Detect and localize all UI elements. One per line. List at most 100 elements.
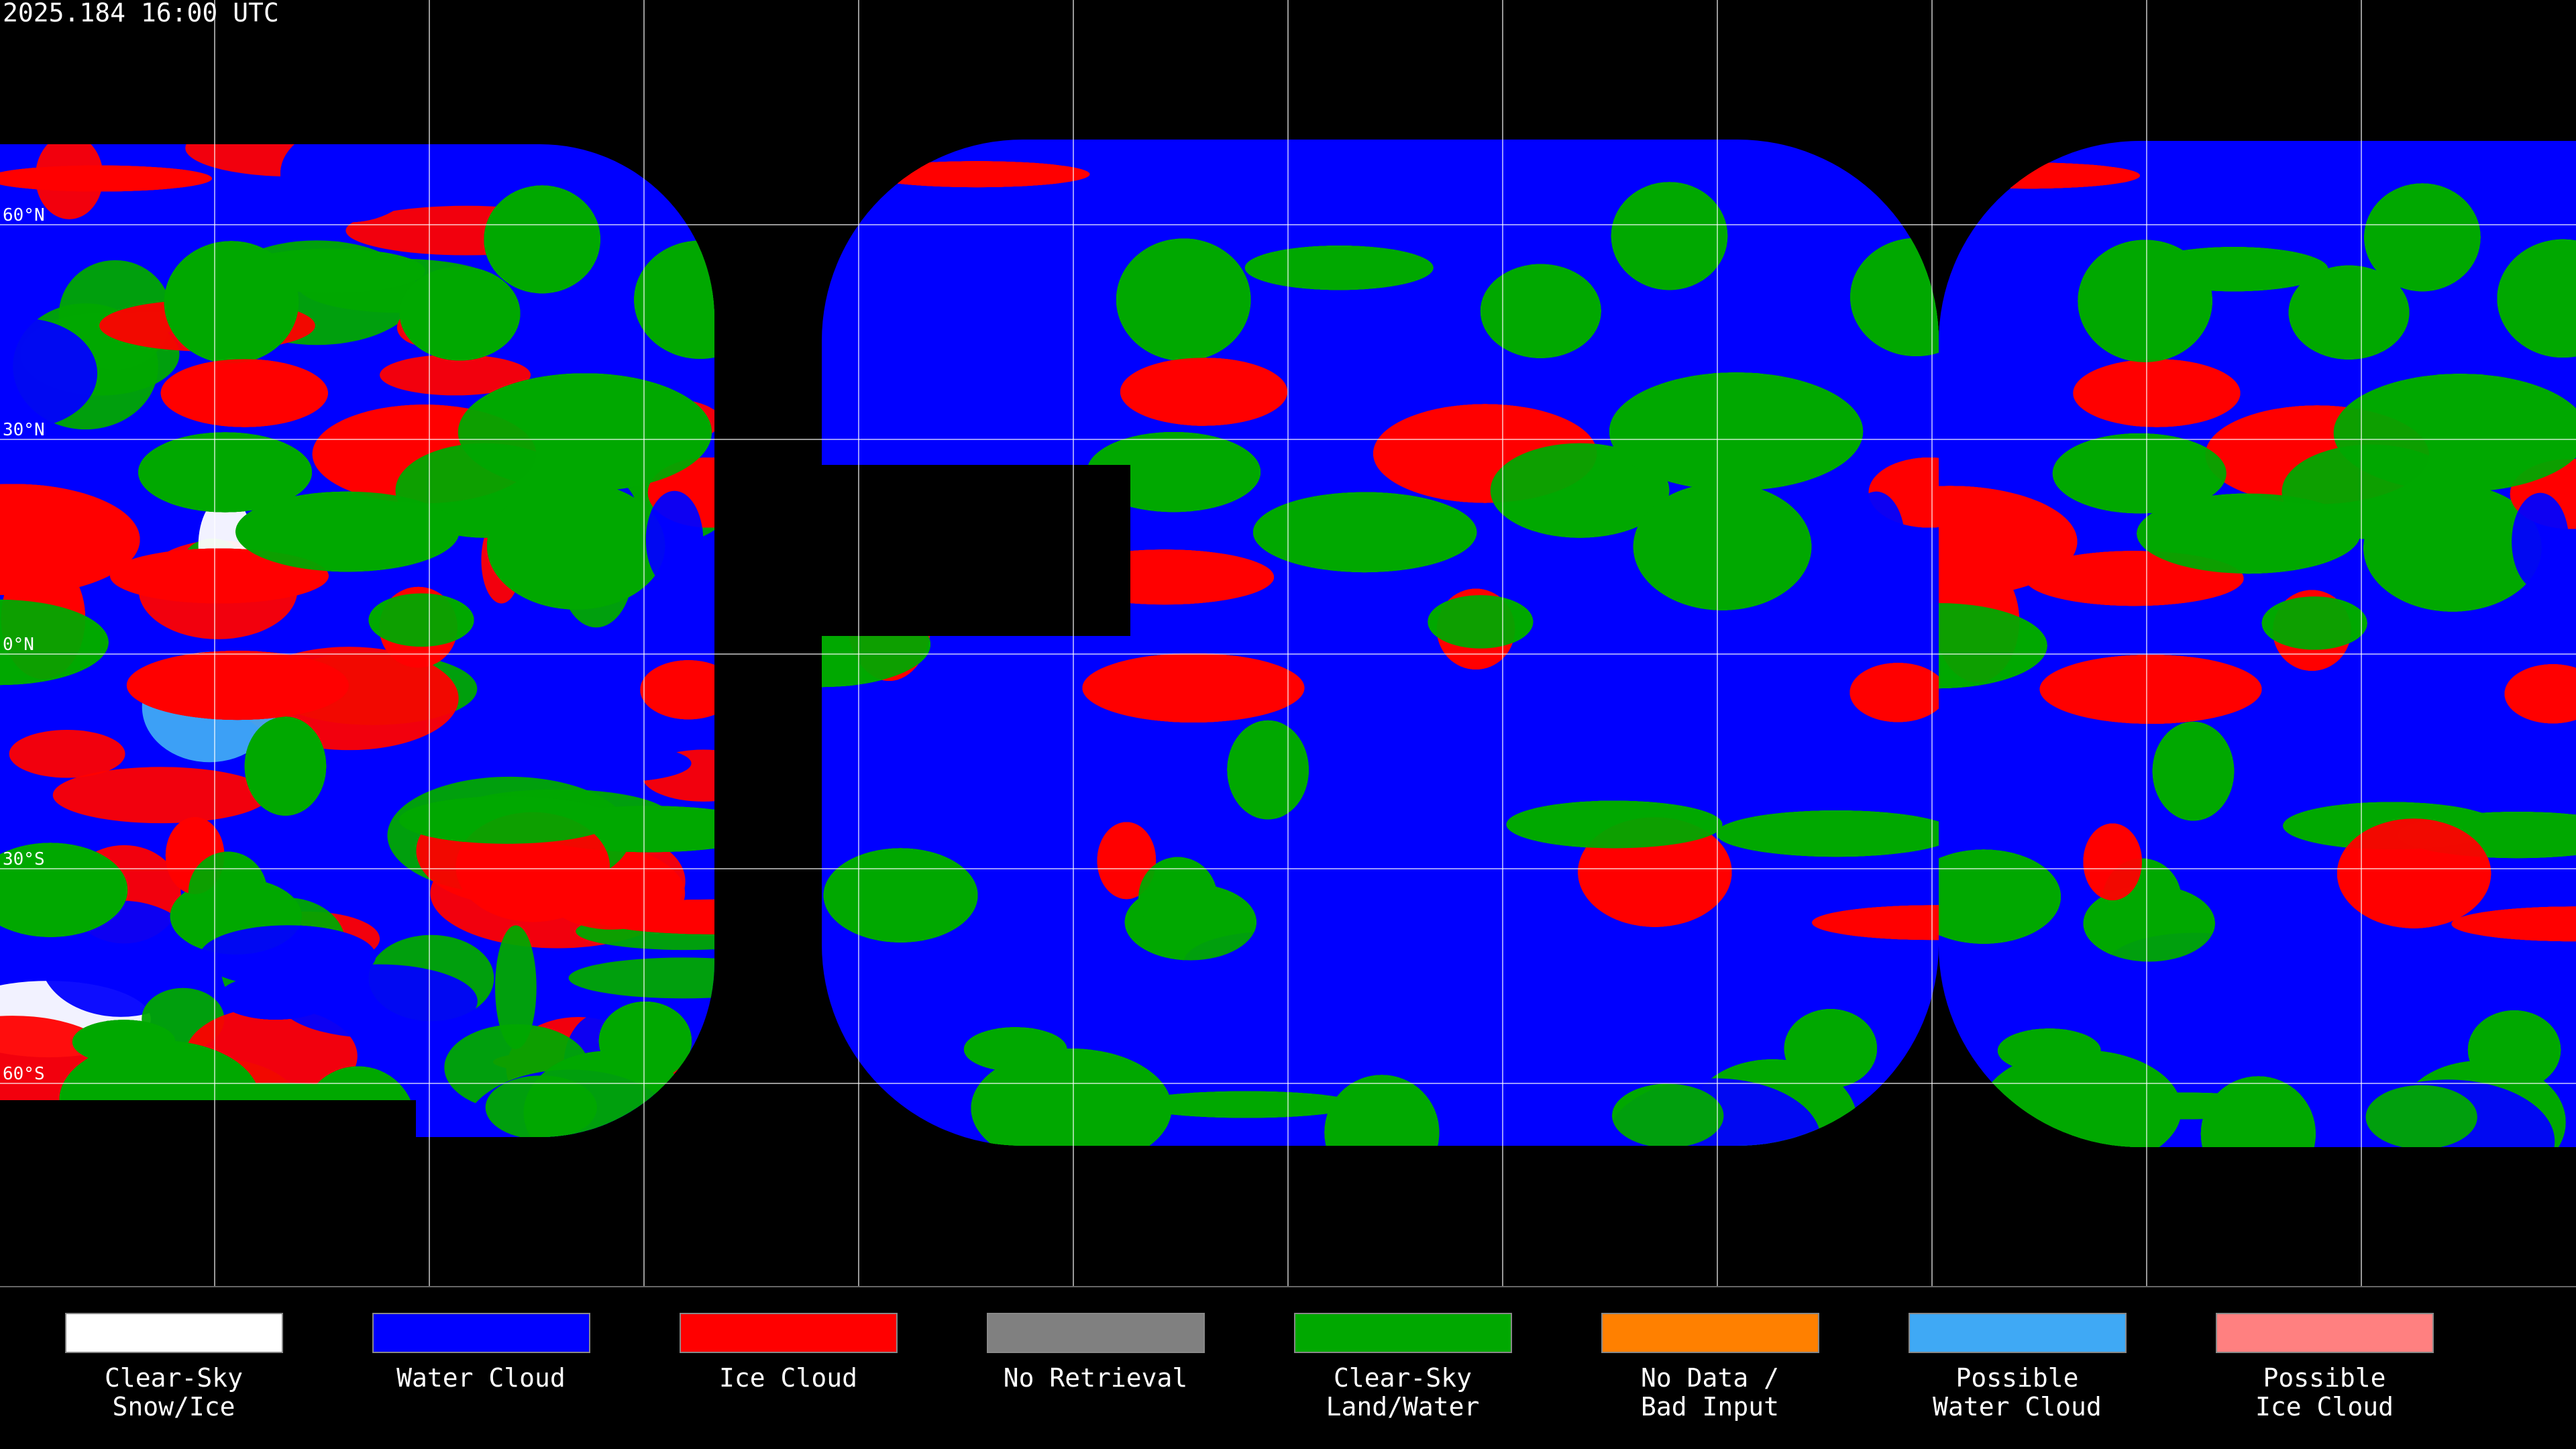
cloud-region	[380, 354, 531, 396]
cloud-region	[1609, 372, 1864, 491]
cloud-region	[1227, 720, 1309, 820]
cloud-region	[523, 1051, 693, 1137]
legend-swatch	[1294, 1313, 1512, 1353]
cloud-region	[2083, 885, 2215, 962]
cloud-region	[1138, 857, 1218, 938]
disk-base	[822, 140, 1939, 1146]
cloud-region	[640, 660, 714, 720]
cloud-region	[1847, 491, 1905, 590]
cloud-region	[589, 899, 714, 934]
cloud-region	[458, 373, 712, 492]
cloud-region	[2497, 239, 2576, 358]
latitude-label: 60°S	[3, 1064, 45, 1084]
legend-label: Ice Cloud	[719, 1363, 857, 1393]
cloud-region	[2365, 1085, 2477, 1147]
cloud-region	[1097, 822, 1157, 900]
cloud-region	[368, 593, 474, 647]
cloud-region	[1134, 1091, 1358, 1118]
cloud-region	[160, 359, 328, 427]
cloud-region	[244, 716, 327, 816]
cloud-region	[188, 851, 268, 932]
cloud-region	[1939, 486, 2078, 598]
cloud-region	[1506, 800, 1723, 849]
legend-label: No Data /	[1641, 1363, 1779, 1393]
cloud-region	[1428, 595, 1534, 649]
legend-label: No Retrieval	[1004, 1363, 1188, 1393]
legend-label: Water Cloud	[1933, 1392, 2102, 1421]
graticule: 60°N 30°N 0°N 30°S 60°S	[0, 0, 2576, 1287]
cloud-region	[2512, 492, 2569, 591]
cloud-region	[0, 843, 128, 937]
cloud-region	[2333, 374, 2576, 492]
cloud-region	[864, 161, 1090, 188]
legend-label: Possible	[1955, 1363, 2078, 1393]
legend-label: Clear-Sky	[105, 1363, 243, 1393]
cloud-region	[2039, 654, 2262, 724]
cloud-region	[280, 144, 418, 223]
cloud-region	[1939, 849, 2061, 944]
cloud-region	[2363, 484, 2542, 612]
cloud-region	[0, 599, 109, 686]
legend-label: Possible	[2263, 1363, 2385, 1393]
cloud-region	[1120, 358, 1288, 426]
cloud-region	[199, 925, 376, 987]
cloud-region	[484, 185, 600, 294]
cloud-region	[2137, 493, 2361, 574]
cloud-region	[0, 484, 140, 596]
cloud-region	[110, 548, 329, 604]
cloud-region	[1849, 663, 1939, 722]
cloud-region	[1868, 457, 1939, 528]
cloud-region	[2261, 596, 2367, 650]
cloud-region	[399, 266, 521, 361]
legend-label: Water Cloud	[396, 1363, 566, 1393]
cloud-region	[634, 240, 714, 359]
cloud-region	[52, 767, 270, 824]
cloud-region	[2128, 983, 2241, 1028]
legend-swatch	[1909, 1313, 2127, 1353]
legend-swatch	[987, 1313, 1205, 1353]
cloud-region	[495, 925, 537, 1049]
legend-swatch	[65, 1313, 283, 1353]
legend-label: Ice Cloud	[2255, 1392, 2394, 1421]
legend-label: Snow/Ice	[112, 1392, 235, 1421]
cloud-region	[126, 651, 349, 720]
cloud-region	[1939, 602, 2047, 689]
cloud-region	[2083, 823, 2142, 901]
cloud-region	[1812, 905, 1939, 941]
cloud-region	[1716, 810, 1939, 857]
missing-data-block	[0, 1100, 416, 1288]
cloud-region	[2467, 1010, 2561, 1089]
cloud-region	[1784, 1009, 1878, 1088]
cloud-region	[486, 482, 665, 610]
cloud-region	[2504, 664, 2576, 724]
cloud-region	[1703, 748, 1859, 786]
satellite-disk	[1939, 141, 2576, 1147]
cloud-region	[2181, 141, 2319, 219]
latitude-label: 60°N	[3, 205, 45, 225]
legend-label: Bad Input	[1641, 1392, 1779, 1421]
cloud-region	[2337, 818, 2491, 928]
latitude-label: 0°N	[3, 635, 34, 655]
cloud-region	[0, 165, 212, 192]
legend-swatch	[2216, 1313, 2434, 1353]
cloud-region	[2364, 183, 2481, 292]
cloud-region	[568, 957, 714, 999]
cloud-region	[453, 600, 645, 713]
legend-swatch	[680, 1313, 898, 1353]
cloud-region	[823, 848, 978, 943]
legend-label: Clear-Sky	[1334, 1363, 1472, 1393]
cloud-region	[0, 318, 98, 429]
cloud-region	[1244, 246, 1434, 290]
cloud-region	[1480, 264, 1601, 358]
cloud-region	[1252, 492, 1477, 573]
cloud-region	[1299, 140, 1436, 218]
cloud-region	[1490, 443, 1670, 538]
legend-swatch	[372, 1313, 590, 1353]
cloud-region	[398, 796, 615, 844]
cloud-region	[236, 248, 425, 293]
cloud-region	[1850, 237, 1939, 357]
imagery	[0, 140, 2576, 1147]
